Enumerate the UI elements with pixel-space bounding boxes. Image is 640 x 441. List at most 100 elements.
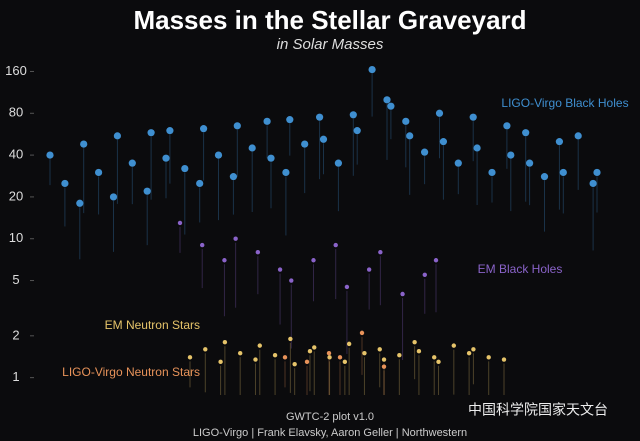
point — [312, 345, 317, 350]
y-tick-label: 20 — [9, 188, 23, 203]
point — [233, 122, 241, 130]
point — [203, 347, 208, 352]
point — [200, 125, 208, 133]
point — [292, 361, 297, 367]
point — [349, 111, 357, 119]
y-tick-label: 10 — [9, 230, 23, 245]
point — [255, 249, 261, 255]
footer-line: GWTC-2 plot v1.0 — [286, 411, 374, 423]
point — [342, 359, 348, 365]
point — [162, 154, 170, 162]
point — [333, 242, 338, 248]
point — [435, 109, 444, 117]
y-tick-label: 80 — [9, 105, 23, 120]
point — [381, 364, 387, 369]
point — [593, 168, 601, 177]
point — [377, 347, 382, 352]
point — [237, 350, 243, 356]
point — [412, 339, 417, 345]
point — [473, 144, 481, 152]
point — [555, 138, 564, 146]
point — [353, 127, 361, 135]
point — [362, 350, 367, 356]
point — [334, 159, 342, 167]
point — [466, 350, 472, 356]
point — [397, 353, 402, 358]
point — [196, 179, 204, 188]
point — [319, 135, 328, 143]
chart-subtitle: in Solar Masses — [277, 36, 384, 53]
point — [337, 355, 343, 360]
point — [214, 151, 223, 159]
point — [263, 117, 271, 125]
series-label: LIGO-Virgo Black Holes — [501, 96, 628, 110]
point — [326, 350, 332, 356]
point — [454, 159, 462, 167]
y-tick-label: 160 — [5, 63, 27, 78]
point — [272, 353, 278, 358]
chart-title: Masses in the Stellar Graveyard — [133, 5, 526, 35]
point — [421, 148, 429, 156]
point — [286, 116, 294, 124]
point — [402, 117, 410, 125]
point — [222, 339, 228, 345]
y-tick-label: 5 — [12, 272, 19, 287]
point — [46, 151, 54, 159]
y-tick-label: 2 — [12, 327, 19, 342]
point — [143, 187, 151, 195]
footer-line: LIGO-Virgo | Frank Elavsky, Aaron Geller… — [193, 427, 467, 439]
point — [433, 258, 439, 263]
point — [400, 291, 405, 297]
point — [540, 173, 549, 181]
point — [501, 357, 507, 362]
point — [368, 66, 376, 74]
point — [416, 349, 422, 354]
point — [147, 129, 155, 137]
point — [187, 355, 193, 360]
point — [166, 127, 174, 135]
point — [522, 129, 530, 137]
point — [253, 357, 258, 362]
point — [289, 278, 294, 283]
point — [327, 355, 332, 360]
y-tick-label: 40 — [9, 147, 23, 162]
point — [526, 159, 534, 167]
point — [359, 330, 365, 336]
point — [76, 199, 84, 207]
point — [387, 102, 395, 110]
point — [304, 359, 310, 365]
point — [229, 173, 237, 181]
point — [61, 179, 69, 188]
point — [282, 168, 290, 177]
point — [366, 267, 372, 272]
series-label: LIGO-Virgo Neutron Stars — [62, 365, 200, 379]
point — [503, 122, 511, 130]
point — [316, 113, 324, 121]
point — [574, 132, 582, 140]
point — [507, 151, 515, 159]
point — [471, 347, 476, 352]
point — [218, 359, 223, 365]
point — [378, 249, 383, 255]
point — [307, 349, 313, 354]
point — [381, 357, 387, 362]
watermark: 中国科学院国家天文台 — [468, 402, 608, 418]
point — [451, 343, 457, 348]
series-label: EM Black Holes — [478, 262, 563, 276]
point — [288, 336, 293, 342]
point — [248, 144, 256, 152]
point — [233, 236, 238, 241]
point — [383, 96, 391, 104]
point — [422, 272, 427, 277]
point — [222, 258, 227, 263]
point — [406, 132, 414, 140]
point — [277, 267, 283, 272]
point — [589, 179, 597, 188]
point — [80, 140, 88, 148]
point — [301, 140, 309, 148]
point — [488, 168, 496, 177]
point — [346, 341, 352, 347]
point — [200, 242, 205, 248]
